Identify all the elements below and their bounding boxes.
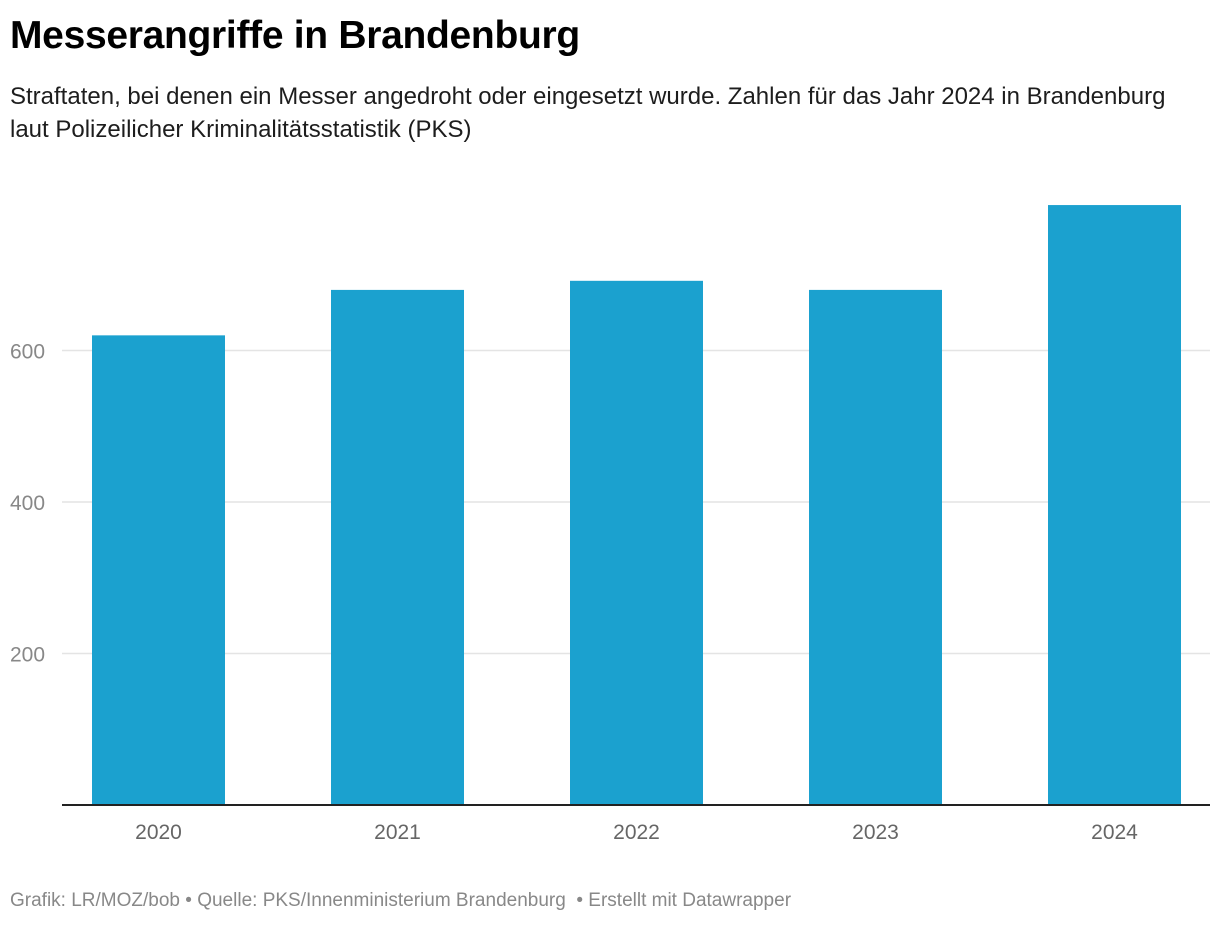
bar-chart: 200 400 600 2020 2021 2022 2023 2024: [10, 205, 1210, 844]
chart-subtitle: Straftaten, bei denen ein Messer angedro…: [10, 83, 1166, 143]
x-tick-label: 2024: [1091, 821, 1138, 844]
y-tick-label: 200: [10, 644, 45, 667]
footer-quelle[interactable]: • Quelle: PKS/Innenministerium Brandenbu…: [180, 890, 572, 911]
y-tick-label: 600: [10, 341, 45, 364]
y-tick-label: 400: [10, 492, 45, 515]
bar-2023: [809, 289, 942, 805]
x-tick-label: 2022: [613, 821, 660, 844]
bar-2022: [570, 280, 703, 805]
x-tick-label: 2021: [374, 821, 421, 844]
footer-erstellt[interactable]: • Erstellt mit Datawrapper: [571, 890, 792, 911]
x-tick-label: 2023: [852, 821, 899, 844]
x-tick-label: 2020: [135, 821, 182, 844]
footer-grafik[interactable]: Grafik: LR/MOZ/bob: [10, 890, 180, 911]
footer: Grafik: LR/MOZ/bob • Quelle: PKS/Innenmi…: [10, 890, 791, 912]
bar-2024: [1048, 205, 1181, 805]
bar-2020: [92, 335, 225, 805]
chart-title: Messerangriffe in Brandenburg: [10, 14, 580, 57]
bar-2021: [331, 289, 464, 805]
